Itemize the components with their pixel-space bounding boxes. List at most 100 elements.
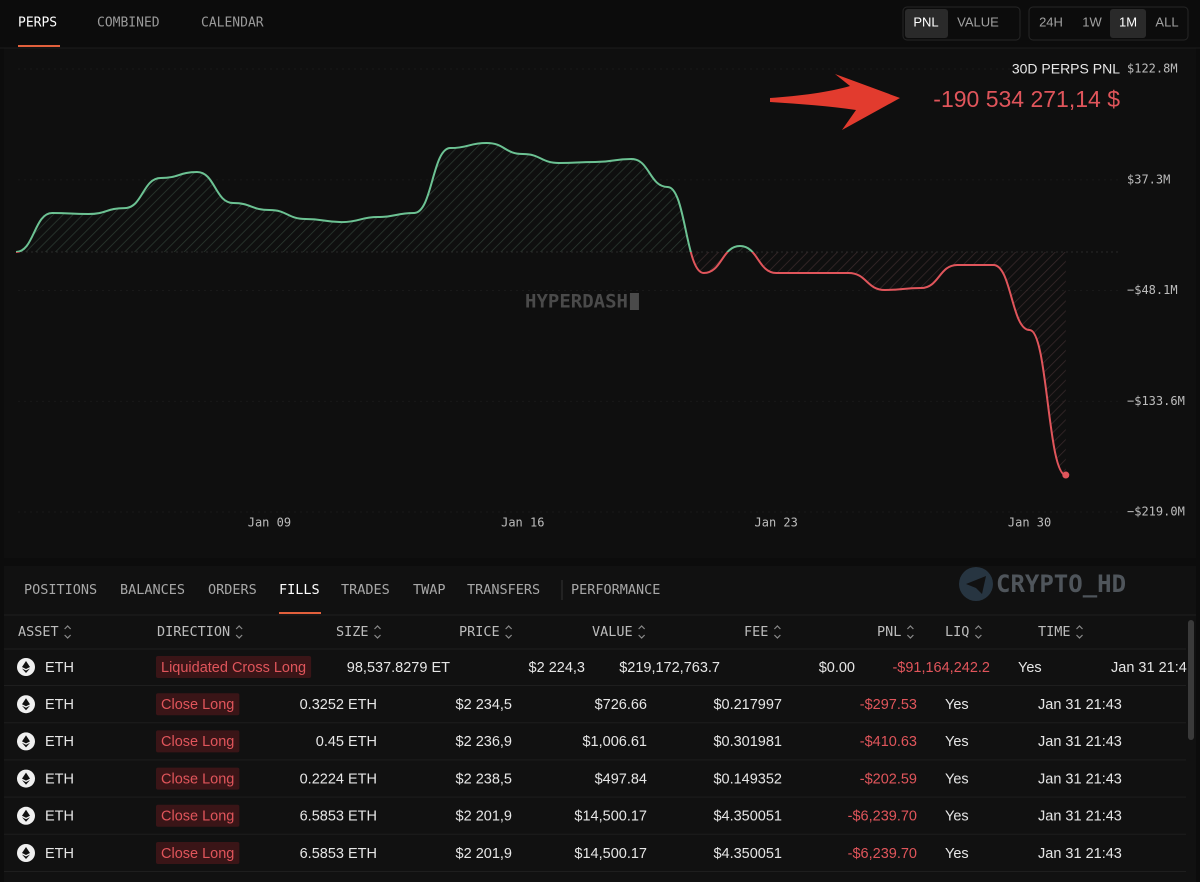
range-toggle[interactable]: ALL — [1155, 14, 1178, 29]
cell: -$6,239.70 — [848, 809, 917, 825]
x-tick-label: Jan 23 — [755, 516, 798, 530]
nav-tab[interactable]: COMBINED — [97, 16, 160, 31]
pnl-annotation: -190 534 271,14 $ — [933, 86, 1120, 112]
direction: Close Long — [161, 734, 234, 750]
sort-icon[interactable] — [974, 625, 982, 639]
sort-icon[interactable] — [1076, 625, 1083, 639]
column-header[interactable]: TIME — [1038, 624, 1071, 640]
range-toggle[interactable]: 1M — [1119, 14, 1137, 29]
sort-icon[interactable] — [906, 625, 914, 639]
table-tab[interactable]: ORDERS — [208, 582, 257, 598]
column-header[interactable]: PRICE — [459, 624, 500, 640]
cell: $2 234,5 — [456, 697, 512, 713]
watermark-cursor — [629, 293, 639, 310]
cell: $497.84 — [595, 771, 647, 787]
column-header[interactable]: ASSET — [18, 624, 59, 640]
column-header[interactable]: LIQ — [945, 624, 969, 640]
active-toggle — [1110, 9, 1146, 38]
sort-icon[interactable] — [773, 625, 781, 639]
direction: Close Long — [161, 846, 234, 862]
cell: -$410.63 — [860, 734, 917, 750]
sort-icon[interactable] — [505, 625, 513, 639]
direction: Liquidated Cross Long — [161, 660, 306, 676]
metric-toggle[interactable]: PNL — [913, 14, 938, 29]
cell: ETH — [45, 660, 74, 676]
fills-table: POSITIONS BALANCES ORDERS FILLS TRADES TWAP TR… — [4, 567, 1196, 872]
y-tick-label: −$133.6M — [1127, 394, 1185, 408]
nav-tab[interactable]: PERPS — [18, 16, 57, 31]
cell: -$297.53 — [860, 697, 917, 713]
range-toggle[interactable]: 24H — [1039, 14, 1063, 29]
direction-badge — [156, 730, 240, 753]
chart-panel — [4, 48, 1196, 558]
eth-glyph — [22, 772, 30, 785]
column-header[interactable]: VALUE — [592, 624, 633, 640]
cell: $0.217997 — [713, 697, 782, 713]
table-tab[interactable]: POSITIONS — [24, 582, 97, 598]
table-tab[interactable]: FILLS — [279, 582, 320, 598]
cell: $219,172,763.7 — [619, 660, 720, 676]
cell: $2 238,5 — [456, 771, 512, 787]
x-tick-label: Jan 16 — [501, 516, 544, 530]
cell: Yes — [945, 771, 969, 787]
eth-glyph — [22, 809, 30, 822]
sort-icon[interactable] — [374, 625, 381, 639]
sort-icon[interactable] — [638, 625, 646, 639]
cell: 6.5853 ETH — [300, 809, 377, 825]
table-tab[interactable]: TWAP — [413, 582, 446, 598]
scrollbar[interactable] — [1188, 620, 1194, 740]
y-tick-label: −$219.0M — [1127, 505, 1185, 519]
direction: Close Long — [161, 697, 234, 713]
cell: 6.5853 ETH — [300, 846, 377, 862]
cell: $2 201,9 — [456, 809, 512, 825]
eth-glyph — [22, 698, 30, 711]
column-header[interactable]: PNL — [877, 624, 901, 640]
eth-glyph — [22, 847, 30, 859]
cell: Yes — [945, 734, 969, 750]
cell: $1,006.61 — [582, 734, 647, 750]
sort-icon[interactable] — [64, 625, 72, 639]
area-above — [16, 143, 1066, 253]
y-tick-label: $37.3M — [1127, 172, 1170, 186]
active-tab-underline — [18, 45, 60, 47]
cell: $0.149352 — [713, 771, 782, 787]
table-tab[interactable]: TRADES — [341, 582, 390, 598]
nav-tab[interactable]: CALENDAR — [201, 16, 264, 31]
table-tab[interactable]: BALANCES — [120, 582, 185, 598]
table-tab[interactable]: PERFORMANCE — [571, 582, 660, 598]
cell: -$91,164,242.2 — [892, 660, 990, 676]
direction-badge — [156, 804, 240, 827]
column-header[interactable]: DIRECTION — [157, 624, 230, 640]
cell: Yes — [1018, 660, 1042, 676]
column-header[interactable]: SIZE — [336, 624, 369, 640]
last-point — [1062, 471, 1070, 479]
x-tick-label: Jan 30 — [1008, 516, 1051, 530]
cell: Jan 31 21:43 — [1038, 771, 1122, 787]
active-tab-underline — [279, 612, 321, 614]
cell: ETH — [45, 809, 74, 825]
cell: Yes — [945, 697, 969, 713]
cell: $2 224,3 — [529, 660, 585, 676]
cell: ETH — [45, 771, 74, 787]
direction: Close Long — [161, 771, 234, 787]
chart-subtitle: 30D PERPS PNL — [1012, 61, 1120, 77]
cell: -$202.59 — [860, 771, 917, 787]
range-toggle[interactable]: 1W — [1082, 14, 1102, 29]
cell: $0.301981 — [713, 734, 782, 750]
table-tab[interactable]: TRANSFERS — [467, 582, 540, 598]
cell: Jan 31 21:4 — [1111, 660, 1187, 676]
cell: Jan 31 21:43 — [1038, 846, 1122, 862]
metric-toggle[interactable]: VALUE — [957, 14, 999, 29]
cell: $4.350051 — [713, 809, 782, 825]
cell: 98,537.8279 ET — [347, 660, 450, 676]
cell: Jan 31 21:43 — [1038, 809, 1122, 825]
column-header[interactable]: FEE — [744, 624, 768, 640]
cell: 0.3252 ETH — [300, 697, 377, 713]
sort-icon[interactable] — [235, 625, 243, 639]
watermark: CRYPTO_HD — [996, 570, 1126, 598]
arrow — [770, 74, 900, 130]
pnl-chart: $122.8M $37.3M −$48.1M −$133.6M −$219.0M Jan … — [15, 61, 1185, 530]
cell: $0.00 — [819, 660, 855, 676]
